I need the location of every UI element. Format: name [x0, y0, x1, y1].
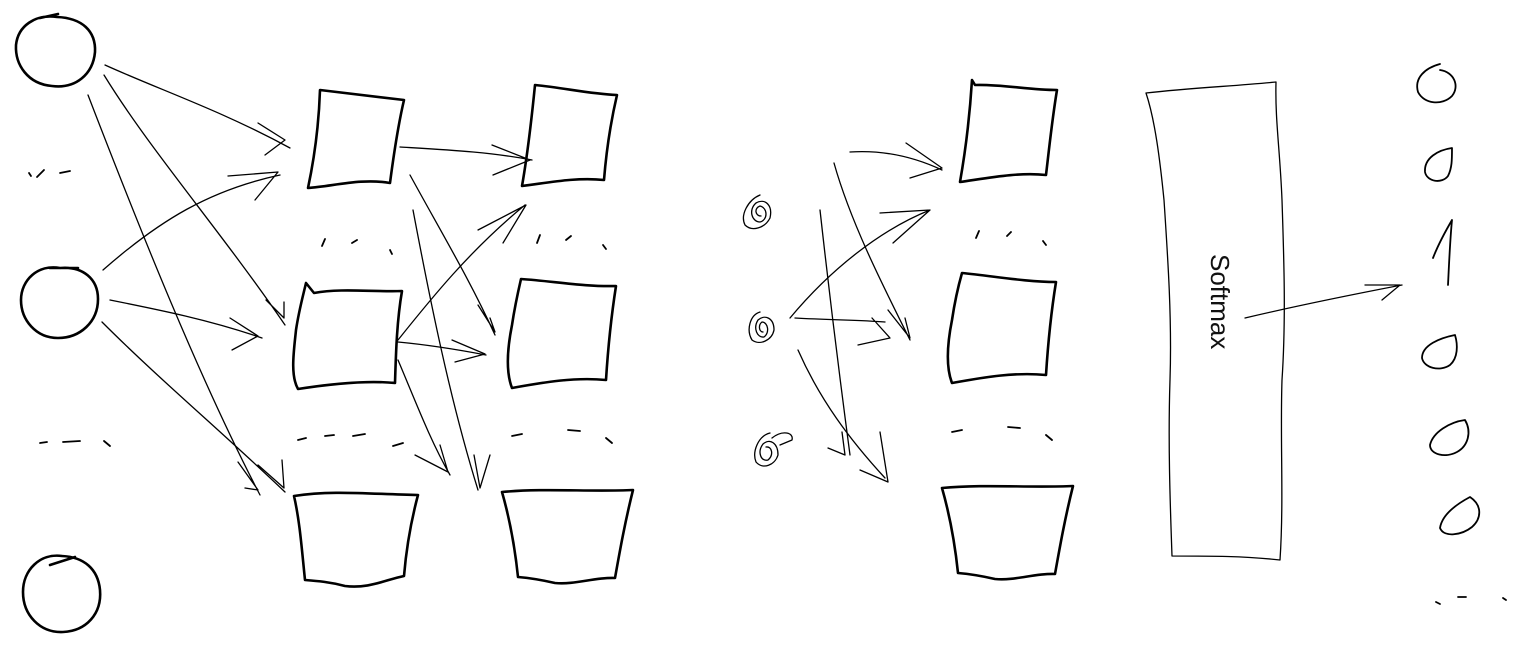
- output-layer: [1416, 63, 1507, 605]
- hidden1-node-3: [292, 491, 420, 588]
- arrow-f: [797, 349, 889, 483]
- softmax-block: Softmax: [1145, 81, 1403, 561]
- arrow-softmax-to-output: [1244, 284, 1403, 319]
- hidden-layer-2: [500, 83, 635, 585]
- input-ellipsis-2: [39, 440, 111, 447]
- softmax-label: Softmax: [1205, 254, 1235, 349]
- hidden-layer-1: [291, 88, 420, 588]
- arrow-in2-h1n1: [102, 171, 281, 271]
- softmax-box: [1145, 81, 1285, 561]
- arrow-b: [833, 162, 911, 341]
- arrow-h1n1-h2n1: [399, 144, 533, 176]
- output-ellipsis: [1435, 596, 1507, 605]
- arrow-in1-h1n2: [103, 74, 286, 326]
- scribble-node-2: [748, 311, 775, 344]
- arrow-d: [789, 209, 931, 319]
- arrow-in2-h1n2: [109, 299, 263, 351]
- output-node-5: [1429, 419, 1470, 456]
- hidden3-ellipsis-2: [951, 426, 1053, 441]
- input-node-1: [14, 12, 97, 88]
- hidden2-node-2: [506, 277, 618, 390]
- arrow-h1n1-h2n2: [409, 174, 496, 336]
- input-ellipsis-1: [28, 169, 71, 178]
- output-node-3: [1432, 219, 1453, 286]
- input-node-2: [19, 266, 100, 340]
- arrow-in1-h1n1: [104, 64, 291, 156]
- arrow-in2-h1n3: [101, 321, 286, 493]
- arrow-h1n2-h2n3: [397, 359, 451, 476]
- arrows-input-to-hidden1: [87, 64, 291, 496]
- hidden1-ellipsis-2: [297, 433, 404, 447]
- hidden3-node-3: [940, 484, 1075, 581]
- input-node-3: [21, 554, 102, 634]
- input-layer: [14, 12, 111, 634]
- arrow-e: [794, 317, 891, 346]
- output-node-6: [1439, 496, 1481, 536]
- output-node-1: [1416, 63, 1457, 104]
- arrow-a: [849, 142, 943, 179]
- scribble-node-1: [742, 194, 772, 230]
- hidden2-node-3: [500, 488, 635, 585]
- hidden3-node-2: [946, 271, 1058, 385]
- arrow-h1n2-h2n2: [397, 339, 487, 363]
- arrow-h1n2-h2n1: [397, 204, 527, 341]
- arrows-prev-to-hidden3: [789, 142, 943, 483]
- hidden1-node-2: [291, 281, 404, 391]
- arrow-in1-h1n3: [87, 94, 261, 496]
- hidden2-node-1: [520, 83, 619, 188]
- hidden-layer-3: [940, 78, 1075, 581]
- ellipsis-scribbles: [742, 194, 793, 467]
- hidden2-ellipsis-1: [536, 234, 607, 250]
- output-node-2: [1424, 147, 1453, 182]
- arrows-hidden1-to-hidden2: [397, 144, 533, 491]
- hidden3-ellipsis-1: [975, 230, 1047, 246]
- arrow-c: [819, 209, 851, 456]
- arrow-h1n1-h2n3: [412, 209, 491, 491]
- output-node-4: [1421, 334, 1458, 370]
- hidden2-ellipsis-2: [511, 429, 613, 444]
- hidden3-node-1: [958, 78, 1059, 184]
- scribble-node-3: [754, 432, 793, 467]
- hidden1-ellipsis-1: [321, 238, 393, 255]
- hidden1-node-1: [306, 88, 406, 190]
